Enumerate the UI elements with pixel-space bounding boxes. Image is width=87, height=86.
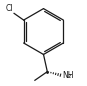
Text: 2: 2 <box>67 74 71 79</box>
Text: Cl: Cl <box>6 4 14 13</box>
Text: NH: NH <box>62 71 74 80</box>
